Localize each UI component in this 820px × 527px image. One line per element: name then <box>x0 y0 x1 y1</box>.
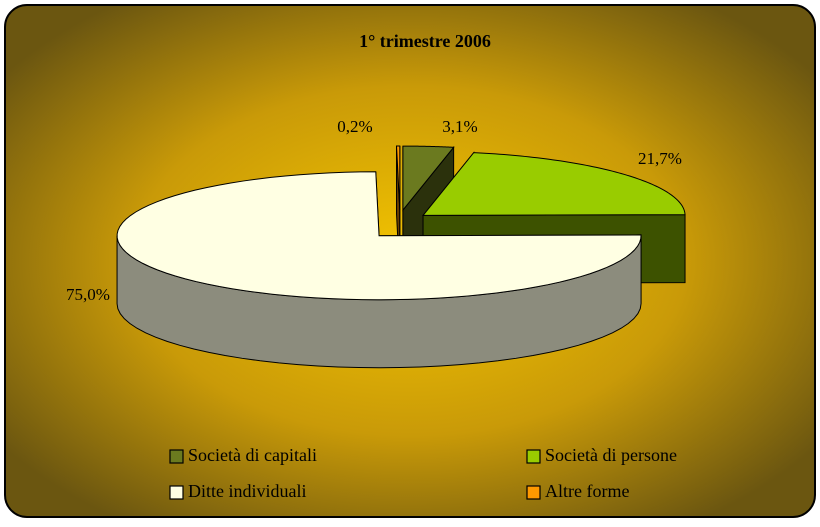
legend-swatch <box>169 449 184 464</box>
slice-top <box>395 145 401 211</box>
slice-top <box>422 152 686 216</box>
legend-swatch <box>169 485 184 500</box>
chart-title: 1° trimestre 2006 <box>359 31 491 51</box>
legend-label: Ditte individuali <box>188 481 307 501</box>
data-label: 75,0% <box>66 285 110 304</box>
data-label: 21,7% <box>638 149 682 168</box>
legend-swatch <box>526 485 541 500</box>
legend-swatch <box>526 449 541 464</box>
slice-top <box>402 145 455 212</box>
legend-label: Società di capitali <box>188 445 317 465</box>
legend-label: Società di persone <box>545 445 677 465</box>
slice-top <box>116 171 642 301</box>
pie-slice <box>116 171 642 369</box>
data-label: 0,2% <box>337 117 372 136</box>
data-label: 3,1% <box>442 117 477 136</box>
legend-label: Altre forme <box>545 481 629 501</box>
